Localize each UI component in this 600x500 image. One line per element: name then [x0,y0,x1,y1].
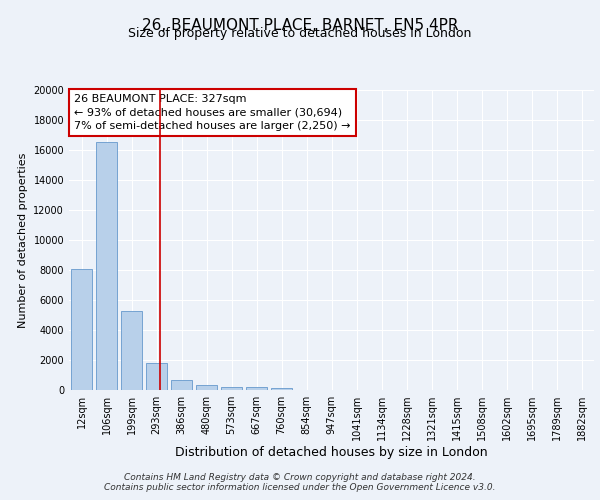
Bar [146,362,167,390]
Text: 26 BEAUMONT PLACE: 327sqm
← 93% of detached houses are smaller (30,694)
7% of se: 26 BEAUMONT PLACE: 327sqm ← 93% of detac… [74,94,351,131]
Bar [221,387,242,390]
Bar [196,385,217,390]
Bar [171,380,192,390]
Text: Size of property relative to detached houses in London: Size of property relative to detached ho… [128,28,472,40]
Bar [246,387,267,390]
Text: 26, BEAUMONT PLACE, BARNET, EN5 4PR: 26, BEAUMONT PLACE, BARNET, EN5 4PR [142,18,458,32]
Text: Contains HM Land Registry data © Crown copyright and database right 2024.: Contains HM Land Registry data © Crown c… [124,473,476,482]
Bar [71,269,92,390]
Bar [271,388,292,390]
Bar [96,142,117,390]
Bar [121,310,142,390]
Text: Contains public sector information licensed under the Open Government Licence v3: Contains public sector information licen… [104,483,496,492]
X-axis label: Distribution of detached houses by size in London: Distribution of detached houses by size … [175,446,488,459]
Y-axis label: Number of detached properties: Number of detached properties [18,152,28,328]
